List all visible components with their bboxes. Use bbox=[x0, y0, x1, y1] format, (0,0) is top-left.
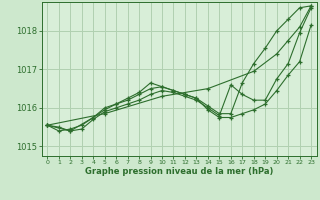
X-axis label: Graphe pression niveau de la mer (hPa): Graphe pression niveau de la mer (hPa) bbox=[85, 167, 273, 176]
